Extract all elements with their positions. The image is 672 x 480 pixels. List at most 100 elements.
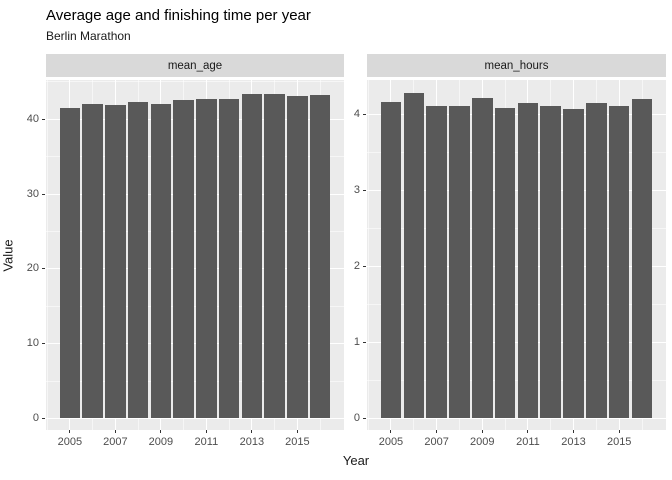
bar bbox=[517, 102, 539, 418]
x-tick-mark bbox=[527, 430, 529, 433]
facet-strip: mean_age bbox=[46, 54, 344, 77]
gridline-major bbox=[367, 266, 666, 267]
x-tick-mark bbox=[573, 430, 575, 433]
bar bbox=[608, 105, 630, 418]
x-axis-title: Year bbox=[342, 453, 370, 468]
x-tick-mark bbox=[69, 430, 71, 433]
bar bbox=[494, 107, 516, 418]
y-tick-label: 30 bbox=[26, 187, 39, 200]
bar bbox=[309, 94, 331, 418]
bar bbox=[287, 95, 308, 418]
y-tick-label: 0 bbox=[32, 412, 39, 424]
y-tick-mark bbox=[42, 418, 45, 419]
bar bbox=[403, 93, 425, 418]
gridline-major bbox=[46, 118, 344, 120]
gridline-minor bbox=[367, 152, 666, 153]
bar bbox=[631, 98, 653, 418]
bar bbox=[150, 103, 172, 418]
gridline-major bbox=[46, 343, 344, 345]
bar bbox=[264, 94, 285, 418]
y-tick-mark bbox=[42, 193, 45, 195]
bar bbox=[426, 105, 447, 418]
panel-mean_age bbox=[46, 80, 344, 430]
y-tick-label: 20 bbox=[26, 262, 39, 275]
y-tick-mark bbox=[42, 343, 45, 345]
gridline-major bbox=[46, 418, 344, 419]
y-tick-label: 0 bbox=[353, 412, 360, 424]
gridline-major bbox=[46, 268, 344, 270]
x-tick-mark bbox=[251, 430, 253, 433]
gridline-minor bbox=[46, 156, 344, 158]
bar bbox=[59, 107, 81, 418]
bar bbox=[563, 109, 584, 418]
gridline-minor bbox=[367, 380, 666, 381]
facet-strip-label: mean_hours bbox=[484, 59, 549, 72]
y-tick-label: 4 bbox=[353, 108, 360, 120]
x-tick-label: 2011 bbox=[516, 436, 540, 448]
y-tick-label: 2 bbox=[353, 260, 360, 272]
x-tick-label: 2009 bbox=[470, 436, 495, 448]
bar bbox=[196, 98, 217, 418]
x-tick-mark bbox=[436, 430, 438, 433]
bar bbox=[449, 105, 470, 418]
bar bbox=[173, 100, 194, 418]
gridline-minor bbox=[367, 80, 369, 430]
y-tick-mark bbox=[363, 190, 366, 191]
facet-strip-label: mean_age bbox=[167, 59, 223, 72]
gridline-minor bbox=[367, 304, 666, 305]
bar bbox=[82, 103, 103, 418]
x-tick-label: 2005 bbox=[57, 436, 83, 448]
x-tick-label: 2015 bbox=[285, 436, 310, 448]
x-tick-label: 2015 bbox=[606, 436, 632, 448]
x-tick-label: 2007 bbox=[103, 436, 128, 448]
x-tick-mark bbox=[114, 430, 116, 433]
bar bbox=[105, 104, 126, 418]
bar bbox=[540, 106, 561, 418]
y-tick-mark bbox=[42, 268, 45, 270]
y-tick-mark bbox=[42, 118, 45, 120]
gridline-minor bbox=[46, 81, 344, 83]
gridline-minor bbox=[367, 228, 666, 229]
y-tick-mark bbox=[363, 266, 366, 267]
x-tick-label: 2013 bbox=[239, 436, 265, 448]
bar bbox=[241, 94, 263, 418]
bar bbox=[586, 103, 607, 418]
gridline-minor bbox=[46, 231, 344, 232]
gridline-minor bbox=[46, 380, 344, 382]
gridline-major bbox=[46, 193, 344, 195]
y-tick-label: 40 bbox=[26, 112, 39, 125]
gridline-major bbox=[367, 418, 666, 419]
y-tick-mark bbox=[363, 418, 366, 419]
bar bbox=[380, 101, 402, 418]
gridline-major bbox=[367, 190, 666, 191]
x-tick-label: 2005 bbox=[378, 436, 404, 448]
x-tick-mark bbox=[390, 430, 392, 433]
y-tick-mark bbox=[363, 114, 366, 115]
x-tick-mark bbox=[296, 430, 298, 433]
x-tick-mark bbox=[618, 430, 620, 433]
bar bbox=[471, 98, 493, 418]
y-axis-title: Value bbox=[0, 239, 16, 272]
plot-subtitle: Berlin Marathon bbox=[46, 29, 131, 43]
y-tick-label: 3 bbox=[353, 184, 360, 196]
facet-strip: mean_hours bbox=[367, 54, 666, 77]
x-tick-label: 2013 bbox=[561, 436, 586, 448]
gridline-minor bbox=[46, 305, 344, 307]
x-tick-mark bbox=[481, 430, 483, 433]
bar bbox=[127, 102, 149, 418]
gridline-major bbox=[367, 342, 666, 343]
y-tick-label: 1 bbox=[353, 336, 360, 348]
x-tick-label: 2011 bbox=[194, 436, 219, 448]
bar bbox=[218, 98, 240, 418]
x-tick-mark bbox=[160, 430, 162, 433]
x-tick-label: 2009 bbox=[148, 436, 174, 448]
x-tick-mark bbox=[205, 430, 207, 433]
gridline-minor bbox=[46, 80, 48, 430]
plot-title: Average age and finishing time per year bbox=[46, 7, 311, 24]
panel-mean_hours bbox=[367, 80, 666, 430]
x-tick-label: 2007 bbox=[424, 436, 449, 448]
y-tick-mark bbox=[363, 342, 366, 343]
y-tick-label: 10 bbox=[26, 337, 39, 350]
gridline-major bbox=[367, 114, 666, 115]
